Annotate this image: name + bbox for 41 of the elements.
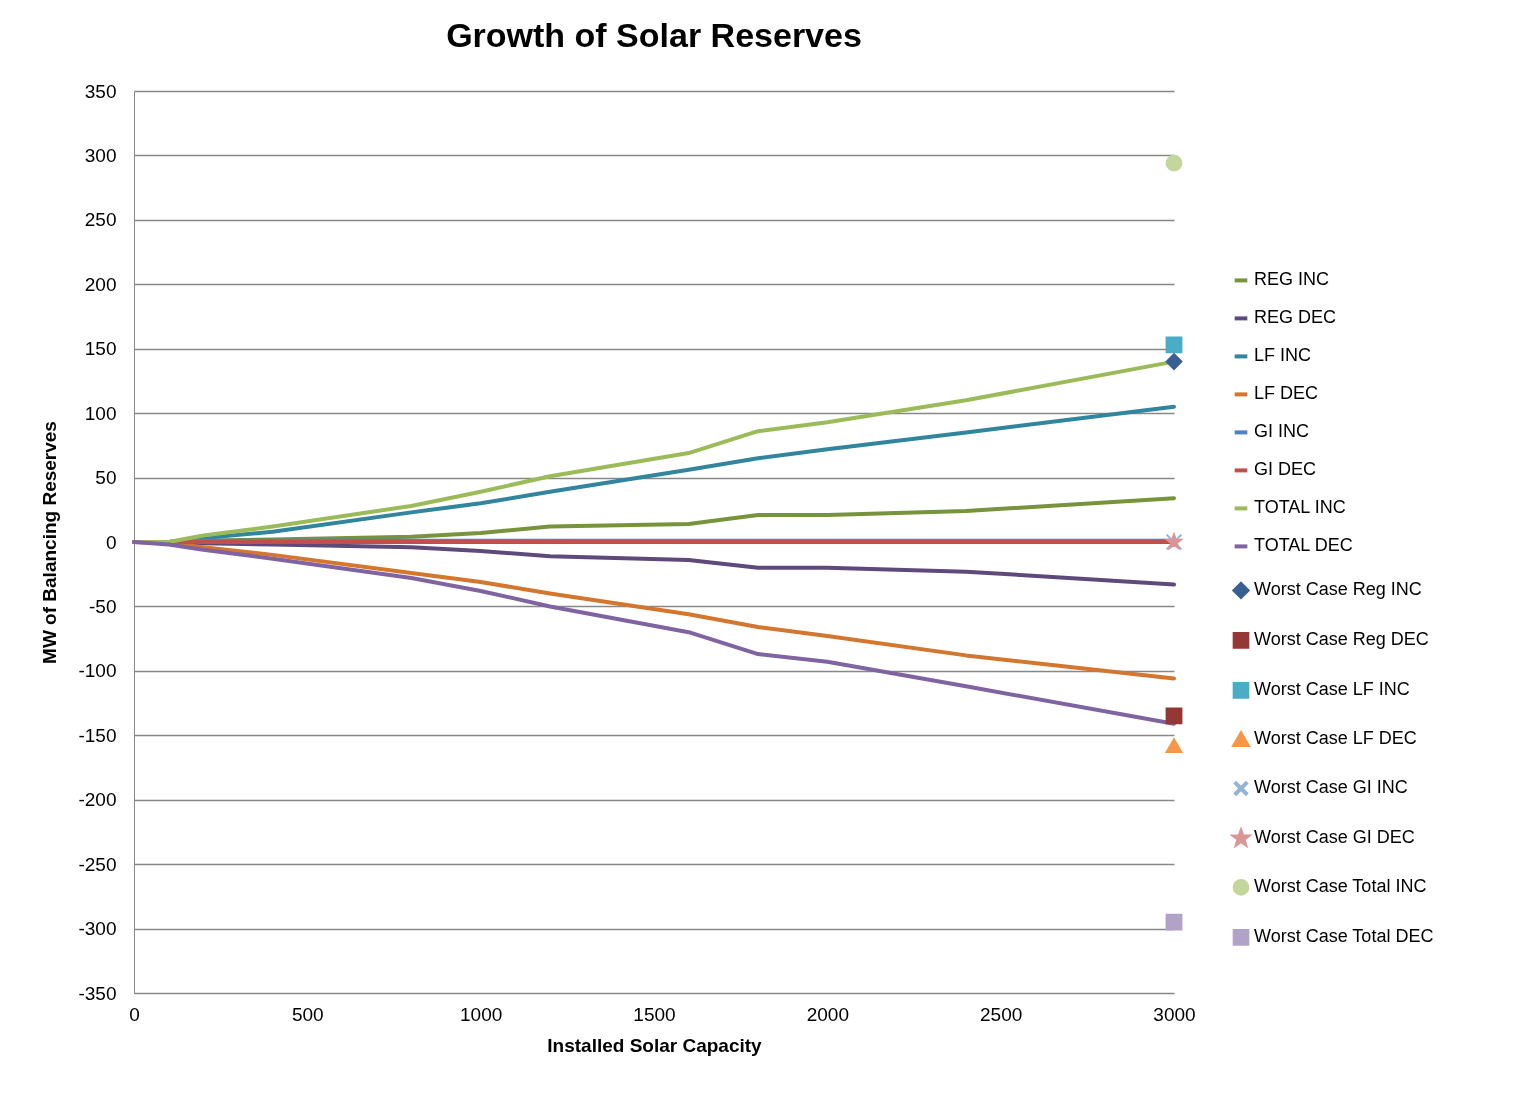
y-tick-label: 200 (84, 273, 117, 295)
legend-label: Worst Case Total DEC (1254, 926, 1434, 947)
y-tick-label: 50 (95, 467, 117, 489)
legend-label: GI DEC (1254, 459, 1317, 480)
y-tick-label: -350 (78, 982, 117, 1004)
y-tick-label: 250 (84, 209, 117, 231)
x-tick-label: 0 (129, 1003, 140, 1025)
legend-label: REG DEC (1254, 307, 1337, 328)
legend-label: TOTAL DEC (1254, 535, 1353, 556)
y-tick-label: -100 (78, 660, 117, 682)
x-tick-label: 1000 (460, 1003, 503, 1025)
legend-label: TOTAL INC (1254, 497, 1346, 518)
x-tick-label: 500 (291, 1003, 324, 1025)
legend-label: Worst Case Total INC (1254, 876, 1427, 897)
y-tick-label: 0 (105, 531, 117, 553)
legend-label: Worst Case GI DEC (1254, 827, 1415, 848)
y-axis-title: MW of Balancing Reserves (39, 421, 61, 664)
y-tick-label: 350 (84, 80, 117, 102)
y-tick-label: -50 (89, 595, 117, 617)
y-tick-label: -200 (78, 789, 117, 811)
x-axis-title: Installed Solar Capacity (547, 1034, 763, 1056)
legend-label: Worst Case GI INC (1254, 777, 1408, 798)
chart-title: Growth of Solar Reserves (446, 16, 862, 54)
y-tick-label: -250 (78, 853, 117, 875)
x-tick-label: 2500 (980, 1003, 1023, 1025)
legend-label: Worst Case LF INC (1254, 679, 1410, 700)
legend-label: Worst Case Reg INC (1254, 579, 1422, 600)
legend-label: Worst Case LF DEC (1254, 728, 1417, 749)
y-tick-label: 300 (84, 144, 117, 166)
x-tick-label: 2000 (806, 1003, 849, 1025)
legend-label: LF DEC (1254, 383, 1319, 404)
x-tick-label: 1500 (633, 1003, 676, 1025)
y-tick-label: 150 (84, 338, 117, 360)
y-tick-label: -300 (78, 918, 117, 940)
legend-label: Worst Case Reg DEC (1254, 629, 1429, 650)
legend-label: REG INC (1254, 269, 1330, 290)
legend-label: LF INC (1254, 345, 1312, 366)
x-tick-label: 3000 (1153, 1003, 1196, 1025)
legend-label: GI INC (1254, 421, 1310, 442)
y-tick-label: -150 (78, 724, 117, 746)
y-tick-label: 100 (84, 402, 117, 424)
